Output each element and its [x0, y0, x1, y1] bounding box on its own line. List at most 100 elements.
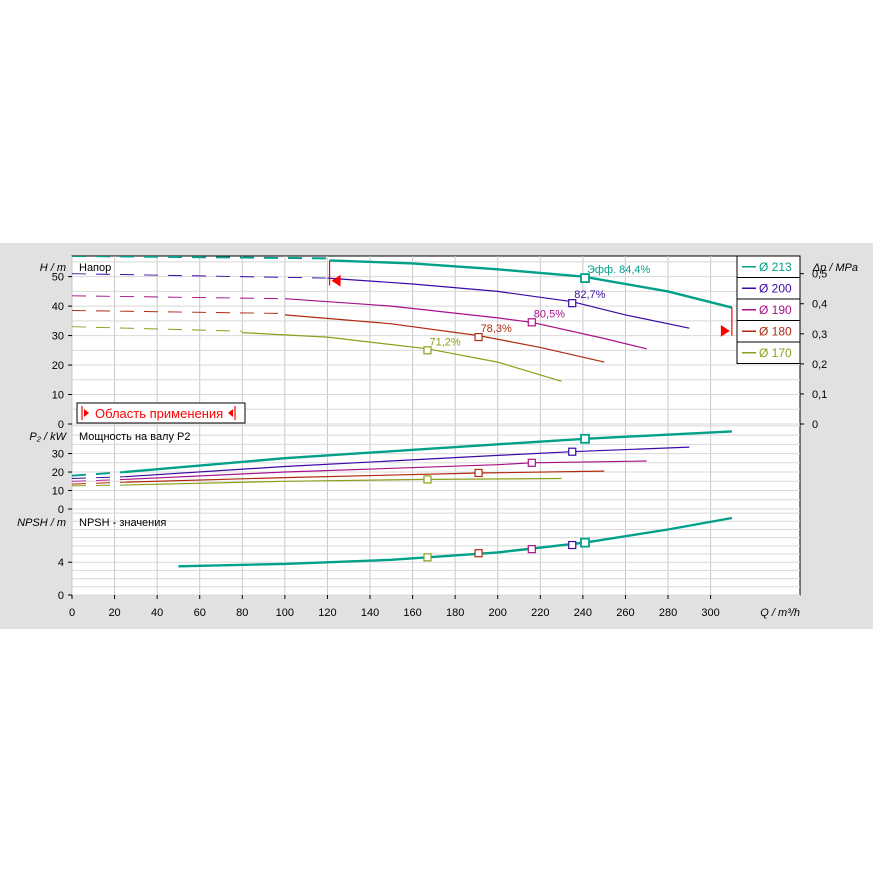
x-tick-label: 180 [446, 607, 464, 619]
series-dashed-line [72, 310, 285, 314]
efficiency-point-marker [580, 433, 590, 444]
efficiency-label: 82,7% [574, 289, 605, 301]
power-panel-title: Мощность на валу P2 [79, 431, 191, 443]
x-tick-label: 280 [659, 607, 677, 619]
series-line [284, 298, 647, 350]
x-tick-label: 200 [489, 607, 507, 619]
series-line [125, 470, 605, 483]
efficiency-point-marker [568, 447, 577, 456]
efficiency-point-marker [423, 346, 432, 355]
series-dashed-line [72, 481, 126, 485]
efficiency-point-marker [568, 299, 577, 308]
y2-tick-label: 0 [812, 419, 818, 431]
npsh-plot-area [71, 508, 801, 596]
series-line [125, 460, 647, 480]
range-end-arrow [720, 324, 730, 337]
y-tick-label: 0 [58, 419, 64, 431]
series-dashed-line [72, 273, 328, 279]
efficiency-label: 71,2% [429, 336, 460, 348]
efficiency-point-marker [527, 545, 536, 554]
series-line [125, 477, 562, 486]
y-tick-label: 0 [58, 504, 64, 516]
npsh-series-group [178, 516, 733, 568]
grid-lines [71, 256, 800, 596]
power-y-axis-label: P₂ / kW [29, 431, 67, 443]
efficiency-point-marker [527, 458, 536, 467]
y-tick-label: 50 [52, 272, 64, 284]
series-dashed-line [72, 256, 330, 260]
legend-item-box [736, 341, 801, 364]
operating-range-box: Область применения [76, 402, 246, 424]
y-tick-label: 0 [58, 590, 64, 602]
legend-label: Ø 200 [759, 281, 792, 295]
series-dashed-line [72, 484, 126, 487]
head-y-axis-label: H / m [40, 262, 66, 274]
x-tick-label: 260 [616, 607, 634, 619]
series-line [178, 516, 733, 568]
series-dashed-line [72, 476, 126, 479]
range-start-arrow [331, 274, 341, 287]
legend-label: Ø 180 [759, 324, 792, 338]
axes-layer: 0 20 40 60 80 100 120 140 160 180 200 220 240 260 280 3… [52, 269, 828, 619]
head-plot-area [71, 255, 801, 425]
efficiency-label: 80,5% [534, 308, 565, 320]
y2-tick-label: 0,3 [812, 329, 827, 341]
legend-label: Ø 190 [759, 303, 792, 317]
npsh-y-axis-label: NPSH / m [17, 517, 66, 529]
efficiency-point-marker [423, 475, 432, 484]
series-dashed-line [72, 471, 126, 477]
operating-range-label: Область применения [95, 406, 223, 421]
x-tick-label: 120 [318, 607, 336, 619]
legend-label: Ø 170 [759, 346, 792, 360]
efficiency-point-marker [527, 318, 536, 327]
x-tick-label: 220 [531, 607, 549, 619]
power-series-group [72, 430, 732, 487]
y-tick-label: 30 [52, 449, 64, 461]
y-tick-label: 40 [52, 301, 64, 313]
efficiency-point-marker [580, 537, 590, 548]
efficiency-point-marker [474, 549, 483, 558]
series-layer: Эфф. 84,4% 82,7% 80,5% 78,3% 71,2% [72, 256, 733, 568]
y2-tick-label: 0,4 [812, 299, 827, 311]
x-tick-label: 60 [194, 607, 206, 619]
legend-label: Ø 213 [759, 260, 792, 274]
efficiency-point-marker [474, 332, 483, 342]
efficiency-point-marker [568, 540, 577, 550]
y-tick-label: 30 [52, 331, 64, 343]
x-tick-label: 80 [236, 607, 248, 619]
x-tick-label: 100 [276, 607, 294, 619]
efficiency-point-marker [474, 468, 483, 478]
npsh-panel-title: NPSH - значения [79, 517, 166, 529]
legend: Ø 213 Ø 200 Ø 190 Ø 180 Ø 170 [736, 255, 801, 364]
y-tick-label: 20 [52, 360, 64, 372]
efficiency-label: 78,3% [481, 323, 512, 335]
head-y2-axis-label: Δp / MPa [812, 262, 858, 274]
y2-tick-label: 0,5 [812, 269, 827, 281]
y-tick-label: 10 [52, 486, 64, 498]
series-dashed-line [72, 326, 243, 332]
x-tick-label: 0 [69, 607, 75, 619]
y2-tick-label: 0,1 [812, 389, 827, 401]
y-tick-label: 20 [52, 467, 64, 479]
series-line [329, 259, 733, 309]
efficiency-point-marker [423, 553, 432, 562]
series-line [125, 446, 690, 478]
series-dashed-line [72, 478, 126, 482]
y2-tick-label: 0,2 [812, 359, 827, 371]
x-tick-label: 140 [361, 607, 379, 619]
head-panel-title: Напор [79, 262, 111, 274]
series-line [125, 430, 732, 474]
x-axis-label: Q / m³/h [760, 607, 800, 619]
y-tick-label: 10 [52, 390, 64, 402]
series-dashed-line [72, 295, 285, 300]
x-tick-label: 240 [574, 607, 592, 619]
x-tick-label: 300 [701, 607, 719, 619]
efficiency-point-marker [580, 273, 590, 284]
series-line [327, 277, 690, 329]
efficiency-label: Эфф. 84,4% [587, 264, 651, 276]
x-tick-label: 40 [151, 607, 163, 619]
x-tick-label: 160 [403, 607, 421, 619]
x-tick-label: 20 [108, 607, 120, 619]
y-tick-label: 4 [58, 557, 64, 569]
